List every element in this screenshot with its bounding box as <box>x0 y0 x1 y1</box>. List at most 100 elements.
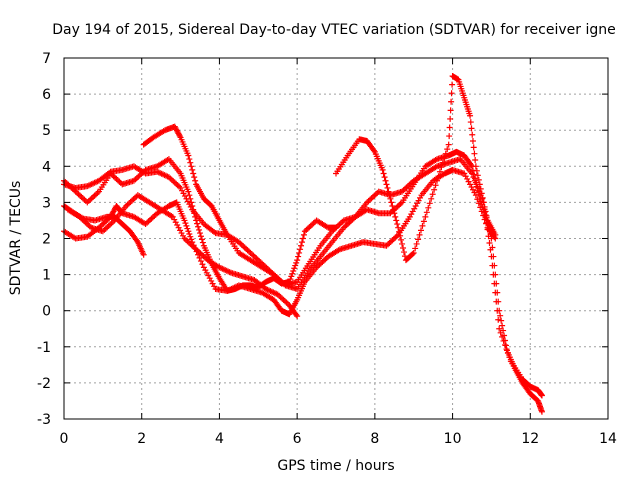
data-point <box>436 168 443 175</box>
data-point <box>247 249 254 256</box>
data-point <box>333 224 339 231</box>
data-point <box>420 218 427 225</box>
data-point <box>412 203 419 210</box>
data-point <box>293 311 300 318</box>
data-point <box>175 224 182 231</box>
data-point <box>289 270 296 277</box>
data-point <box>66 183 73 190</box>
data-point <box>469 131 476 138</box>
data-point <box>190 170 197 177</box>
y-tick-labels: -3 -2 -1 0 1 2 3 4 5 6 7 <box>37 51 51 428</box>
data-point <box>306 224 313 231</box>
data-point <box>187 195 194 202</box>
data-point <box>394 203 401 210</box>
data-point <box>496 307 503 314</box>
data-point <box>113 175 120 182</box>
data-point <box>396 228 403 235</box>
data-point <box>174 221 181 228</box>
chart-title: Day 194 of 2015, Sidereal Day-to-day VTE… <box>52 22 615 38</box>
data-point <box>209 280 216 287</box>
data-point <box>371 192 378 199</box>
data-point <box>192 177 199 184</box>
data-point <box>387 195 394 202</box>
data-point <box>500 327 507 334</box>
data-point <box>468 184 475 191</box>
data-point <box>469 138 476 145</box>
data-point <box>499 322 506 329</box>
data-point <box>475 191 482 198</box>
data-point <box>176 183 183 190</box>
data-point <box>173 180 180 187</box>
data-point <box>487 230 494 237</box>
data-point <box>400 244 407 251</box>
data-point <box>187 233 194 240</box>
data-point <box>368 195 375 202</box>
x-axis-label: GPS time / hours <box>277 458 394 474</box>
x-tick-label: 12 <box>521 431 539 447</box>
data-point <box>248 251 255 258</box>
data-point <box>418 227 424 234</box>
data-point <box>299 235 306 242</box>
y-tick-label: 5 <box>42 123 51 139</box>
data-point <box>492 271 499 278</box>
data-point <box>177 184 184 191</box>
data-point <box>301 228 308 235</box>
data-point <box>90 193 97 200</box>
data-point <box>189 203 196 210</box>
data-point <box>188 199 195 206</box>
data-point <box>292 262 299 269</box>
data-point <box>370 147 377 154</box>
data-point <box>387 238 394 245</box>
data-point <box>422 213 429 220</box>
data-point <box>250 252 257 259</box>
data-point <box>280 296 287 303</box>
data-point <box>438 164 445 171</box>
data-point <box>251 254 258 261</box>
data-point <box>196 226 203 233</box>
y-tick-label: -3 <box>37 412 51 428</box>
data-point <box>279 295 286 302</box>
data-point <box>382 177 389 184</box>
data-point <box>288 273 295 280</box>
y-tick-label: 6 <box>42 87 51 103</box>
data-point <box>93 191 100 198</box>
data-point <box>171 179 178 186</box>
data-point <box>296 249 303 256</box>
data-point <box>538 408 545 415</box>
x-tick-label: 6 <box>293 431 302 447</box>
data-point <box>178 230 185 237</box>
data-point <box>467 112 474 119</box>
data-point <box>240 243 247 250</box>
data-point <box>304 225 311 232</box>
data-point <box>445 141 452 148</box>
data-point <box>94 189 101 196</box>
data-point <box>461 170 468 177</box>
data-point <box>253 255 260 262</box>
data-point <box>426 200 433 207</box>
data-point <box>367 196 373 203</box>
data-point <box>428 195 435 202</box>
data-point <box>365 198 372 205</box>
data-point <box>193 217 200 224</box>
data-point <box>185 152 192 159</box>
data-point <box>188 163 195 170</box>
data-point <box>181 217 188 224</box>
data-point <box>195 223 202 230</box>
y-tick-label: 7 <box>42 51 51 67</box>
data-point <box>199 239 206 246</box>
data-point <box>446 124 453 131</box>
data-point <box>480 199 487 206</box>
y-tick-label: 1 <box>42 268 51 284</box>
data-point <box>380 170 387 177</box>
data-point <box>471 175 478 182</box>
data-point <box>130 177 137 184</box>
x-tick-label: 8 <box>370 431 379 447</box>
data-point <box>133 175 140 182</box>
data-point <box>477 185 484 192</box>
data-point <box>434 177 441 184</box>
data-point <box>494 289 501 296</box>
data-point <box>395 224 402 231</box>
data-point <box>448 98 455 105</box>
data-point <box>192 213 199 220</box>
